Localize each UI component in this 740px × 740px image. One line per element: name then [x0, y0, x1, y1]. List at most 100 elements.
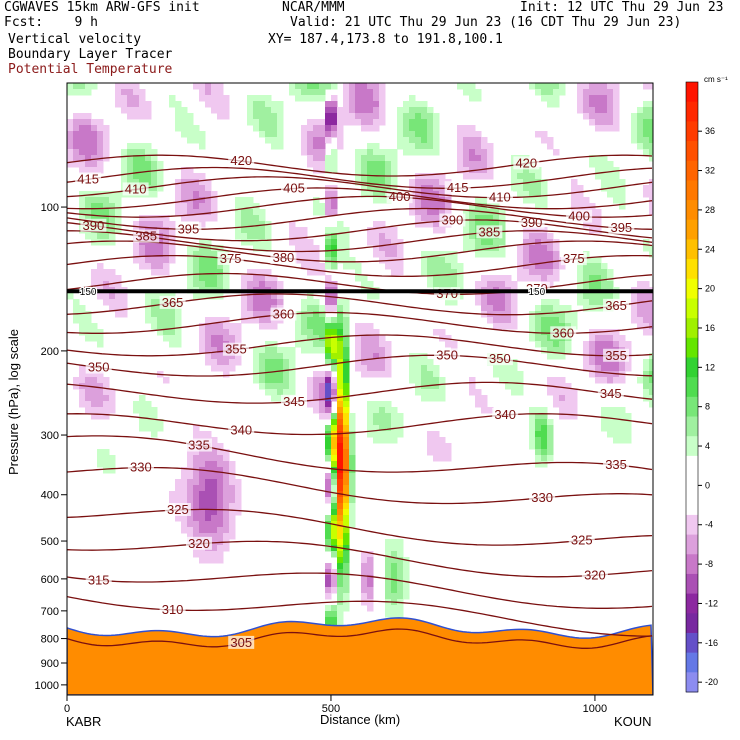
- isentrope-label: 310: [162, 602, 184, 617]
- isentrope-420: [67, 154, 653, 177]
- isentrope-315: [67, 572, 653, 609]
- isentrope-label: 335: [188, 438, 210, 453]
- colorbar-swatch: [686, 475, 698, 496]
- isentrope-label: 350: [88, 360, 110, 375]
- colorbar-swatch: [686, 652, 698, 673]
- colorbar-swatch: [686, 121, 698, 142]
- y-tick-label: 300: [41, 430, 59, 442]
- y-tick-label: 1000: [35, 680, 59, 692]
- colorbar-swatch: [686, 672, 698, 693]
- isentrope-label: 335: [605, 457, 627, 472]
- y-tick-label: 100: [41, 202, 59, 214]
- x-tick-label: 500: [322, 703, 340, 715]
- colorbar-swatch: [686, 455, 698, 477]
- colorbar-tick-label: 28: [705, 205, 715, 215]
- isentrope-395: [67, 207, 653, 230]
- isentrope-label: 385: [478, 224, 500, 239]
- isentrope-label: 375: [220, 251, 242, 266]
- isentrope-label: 350: [489, 351, 511, 366]
- y-tick-label: 200: [41, 346, 59, 358]
- colorbar-swatch: [686, 101, 698, 122]
- colorbar-swatch: [686, 377, 698, 398]
- colorbar-swatch: [686, 259, 698, 280]
- isentrope-380: [67, 240, 653, 263]
- isentrope-390: [67, 219, 653, 242]
- colorbar-swatch: [686, 593, 698, 614]
- isentrope-label: 360: [552, 325, 574, 340]
- colorbar-tick-label: -16: [705, 638, 718, 648]
- y-tick-label: 600: [41, 574, 59, 586]
- isentrope-410: [67, 176, 653, 199]
- isentrope-label: 410: [489, 190, 511, 205]
- isentrope-label: 410: [125, 181, 147, 196]
- field-label-potential-temperature: Potential Temperature: [8, 62, 173, 77]
- isentrope-lines: 305 310 315 320 320 325 325 330 330 335 335 340 340 3…: [67, 153, 653, 650]
- isentrope-label: 340: [494, 407, 516, 422]
- isentrope-label: 395: [178, 221, 200, 236]
- isentrope-label: 365: [162, 295, 184, 310]
- isentrope-label: 320: [188, 536, 210, 551]
- colorbar-tick-label: 4: [705, 441, 710, 451]
- right-station-label: KOUN: [614, 714, 652, 729]
- colorbar-tick-label: 24: [705, 244, 715, 254]
- x-tick-label: 0: [64, 703, 70, 715]
- colorbar-tick-label: -12: [705, 598, 718, 608]
- isentrope-335: [67, 435, 653, 473]
- isentrope-370: [67, 272, 653, 295]
- colorbar-swatch: [686, 436, 698, 457]
- colorbar-tick-label: 36: [705, 126, 715, 136]
- org-label: NCAR/MMM: [282, 0, 345, 15]
- model-title: CGWAVES 15km ARW-GFS init: [4, 0, 200, 15]
- plot-frame: [66, 82, 654, 696]
- colorbar-swatch: [686, 82, 698, 103]
- colorbar-tick-label: 8: [705, 402, 710, 412]
- isentrope-320: [67, 540, 653, 578]
- isentrope-345: [67, 381, 653, 404]
- isentrope-350: [67, 354, 653, 377]
- isentrope-label: 325: [167, 502, 189, 517]
- colorbar-swatch: [686, 318, 698, 339]
- colorbar-swatch: [686, 298, 698, 319]
- left-station-label: KABR: [66, 714, 101, 729]
- colorbar-frame: [685, 81, 699, 693]
- colorbar-tick-label: 12: [705, 362, 715, 372]
- x-tick-label: 1000: [583, 703, 607, 715]
- y-tick-label: 700: [41, 606, 59, 618]
- vertical-velocity-field: [67, 83, 653, 690]
- isentrope-label: 420: [230, 153, 252, 168]
- isentrope-label: 380: [273, 250, 295, 265]
- xy-endpoints: XY= 187.4,173.8 to 191.8,100.1: [268, 32, 503, 47]
- isentrope-405: [67, 187, 653, 210]
- tracer-label: 150: [529, 287, 546, 298]
- isentrope-label: 360: [273, 307, 295, 322]
- colorbar-swatch: [686, 416, 698, 437]
- init-time: Init: 12 UTC Thu 29 Jun 23: [520, 0, 724, 15]
- isentrope-375: [67, 254, 653, 278]
- y-tick-label: 800: [41, 634, 59, 646]
- isentrope-label: 420: [515, 155, 537, 170]
- isentrope-305: [67, 628, 653, 649]
- y-tick-label: 900: [41, 658, 59, 670]
- colorbar-swatch: [686, 573, 698, 595]
- isentrope-label: 340: [230, 423, 252, 438]
- isentrope-label: 415: [447, 180, 469, 195]
- colorbar-tick-label: 16: [705, 323, 715, 333]
- field-label-vertical-velocity: Vertical velocity: [8, 32, 142, 47]
- colorbar-swatch: [686, 337, 698, 358]
- isentrope-label: 355: [605, 348, 627, 363]
- isentrope-label: 330: [531, 490, 553, 505]
- isentrope-label: 345: [600, 386, 622, 401]
- isentrope-label: 385: [135, 229, 157, 244]
- field-label-boundary-layer-tracer: Boundary Layer Tracer: [8, 47, 173, 62]
- isentrope-355: [67, 334, 653, 357]
- isentrope-label: 390: [442, 213, 464, 228]
- tracer-label: 150: [80, 287, 97, 298]
- isentrope-label: 355: [225, 342, 247, 357]
- isentrope-label: 305: [230, 635, 252, 650]
- isentrope-label: 395: [610, 220, 632, 235]
- colorbar-swatch: [686, 396, 698, 418]
- colorbar-swatch: [686, 514, 698, 536]
- isentrope-label: 365: [605, 298, 627, 313]
- colorbar-tick-label: 20: [705, 284, 715, 294]
